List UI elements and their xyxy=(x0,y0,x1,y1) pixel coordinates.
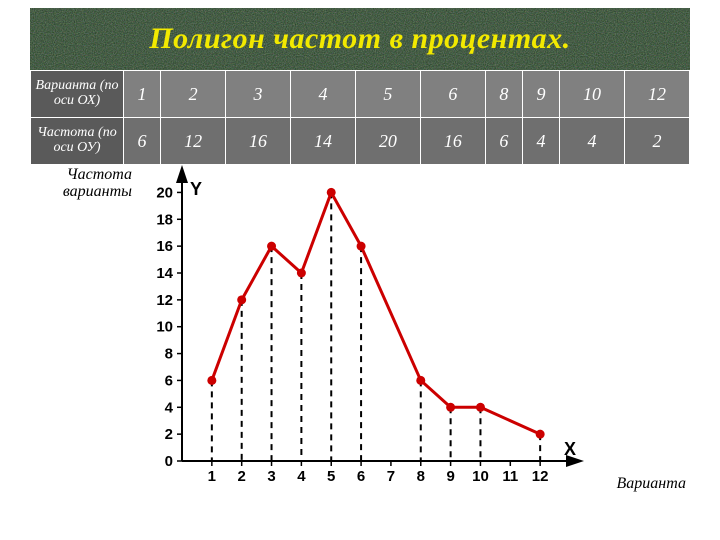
row-header-variant: Варианта (по оси ОХ) xyxy=(31,71,124,118)
variant-cell: 1 xyxy=(124,71,161,118)
svg-text:2: 2 xyxy=(165,426,173,443)
svg-text:18: 18 xyxy=(156,211,173,228)
freq-cell: 12 xyxy=(161,118,226,165)
svg-text:8: 8 xyxy=(165,346,173,363)
freq-cell: 6 xyxy=(124,118,161,165)
title-band: Полигон частот в процентах. xyxy=(30,8,690,70)
svg-text:9: 9 xyxy=(446,468,454,485)
slide-title: Полигон частот в процентах. xyxy=(149,22,570,56)
svg-text:0: 0 xyxy=(165,453,173,470)
svg-text:1: 1 xyxy=(208,468,216,485)
chart-area: Частота варианты XY024681012141618201234… xyxy=(30,165,690,495)
variant-cell: 2 xyxy=(161,71,226,118)
svg-text:12: 12 xyxy=(156,292,173,309)
svg-text:14: 14 xyxy=(156,265,173,282)
svg-text:12: 12 xyxy=(532,468,549,485)
freq-cell: 6 xyxy=(485,118,522,165)
freq-cell: 16 xyxy=(420,118,485,165)
svg-text:16: 16 xyxy=(156,238,173,255)
table-row-freqs: Частота (по оси ОУ) 6 12 16 14 20 16 6 4… xyxy=(31,118,690,165)
svg-text:5: 5 xyxy=(327,468,335,485)
frequency-polygon-chart: XY02468101214161820123456789101112 xyxy=(120,165,600,495)
svg-text:Y: Y xyxy=(190,179,202,199)
svg-text:6: 6 xyxy=(357,468,365,485)
variant-cell: 9 xyxy=(522,71,559,118)
table-row-variants: Варианта (по оси ОХ) 1 2 3 4 5 6 8 9 10 … xyxy=(31,71,690,118)
freq-cell: 4 xyxy=(522,118,559,165)
x-axis-label: Варианта xyxy=(617,475,686,493)
svg-text:6: 6 xyxy=(165,372,173,389)
svg-text:8: 8 xyxy=(417,468,425,485)
y-axis-label: Частота варианты xyxy=(48,167,132,201)
svg-text:20: 20 xyxy=(156,184,173,201)
freq-cell: 16 xyxy=(226,118,291,165)
row-header-freq: Частота (по оси ОУ) xyxy=(31,118,124,165)
variant-cell: 5 xyxy=(355,71,420,118)
svg-text:3: 3 xyxy=(267,468,275,485)
frequency-table: Варианта (по оси ОХ) 1 2 3 4 5 6 8 9 10 … xyxy=(30,70,690,165)
variant-cell: 3 xyxy=(226,71,291,118)
svg-text:4: 4 xyxy=(165,399,174,416)
freq-cell: 2 xyxy=(624,118,689,165)
freq-cell: 14 xyxy=(290,118,355,165)
variant-cell: 10 xyxy=(560,71,625,118)
svg-text:7: 7 xyxy=(387,468,395,485)
variant-cell: 12 xyxy=(624,71,689,118)
svg-text:11: 11 xyxy=(502,468,518,485)
svg-text:2: 2 xyxy=(238,468,246,485)
freq-cell: 4 xyxy=(560,118,625,165)
variant-cell: 6 xyxy=(420,71,485,118)
variant-cell: 8 xyxy=(485,71,522,118)
svg-text:X: X xyxy=(564,439,576,459)
variant-cell: 4 xyxy=(290,71,355,118)
freq-cell: 20 xyxy=(355,118,420,165)
svg-text:4: 4 xyxy=(297,468,306,485)
svg-text:10: 10 xyxy=(472,468,489,485)
svg-text:10: 10 xyxy=(156,319,173,336)
